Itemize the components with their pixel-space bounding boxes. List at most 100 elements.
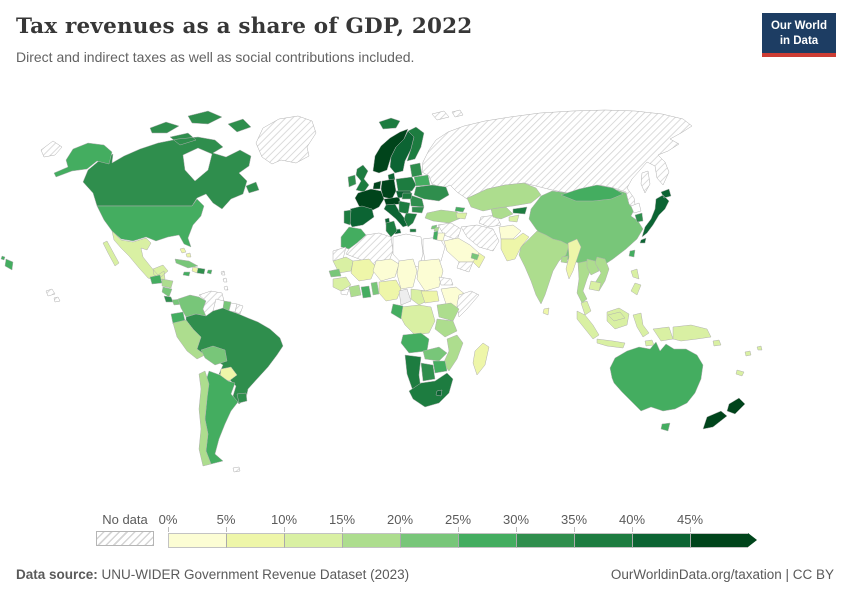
region-taiwan[interactable]: Taiwan: 25-30%	[628, 249, 636, 258]
region-canada[interactable]: Canada: 30-35%	[82, 110, 260, 210]
region-iceland[interactable]: Iceland: 35-40%	[378, 117, 401, 130]
legend-bin-3[interactable]: 10%	[271, 512, 342, 548]
region-spain[interactable]: Spain: 40-45%	[346, 205, 375, 228]
region-laos[interactable]: Laos: 15-20%	[586, 258, 600, 276]
region-peru[interactable]: Peru: 15-20%	[172, 319, 206, 360]
region-mozambique[interactable]: Mozambique: 15-20%	[442, 334, 464, 372]
region-mexico[interactable]: Mexico: 10-15%	[102, 230, 169, 282]
region-zimbabwe[interactable]: Zimbabwe: 25-30%	[432, 360, 448, 374]
region-armenia-azerbaijan[interactable]: Armenia / Azerbaijan: 10-15%	[455, 212, 468, 220]
region-honduras[interactable]: Honduras: 15-20%	[161, 278, 174, 289]
region-japan[interactable]: Japan: 40-45%	[639, 188, 672, 244]
region-madagascar[interactable]: Madagascar: 5-10%	[472, 342, 490, 376]
region-georgia[interactable]: Georgia: 25-30%	[454, 206, 466, 213]
region-poland[interactable]: Poland: 35-40%	[395, 176, 417, 192]
region-sakhalin[interactable]: Sakhalin: No data	[640, 170, 651, 194]
legend-bin-7[interactable]: 30%	[503, 512, 574, 548]
region-ghana[interactable]: Ghana: 25-30%	[360, 285, 372, 299]
region-dominican-republic[interactable]: Dominican Republic: 30-35%	[196, 267, 206, 275]
region-puerto-rico[interactable]: Puerto Rico: 25-30%	[206, 269, 213, 275]
region-turkey[interactable]: Turkey: 15-20%	[424, 209, 462, 224]
region-greenland[interactable]: Greenland: No data	[255, 115, 317, 165]
region-chad[interactable]: Chad: 0-5%	[396, 258, 418, 290]
legend-bin-2[interactable]: 5%	[217, 512, 284, 548]
region-sudan[interactable]: Sudan: 0-5%	[416, 258, 444, 292]
region-belarus[interactable]: Belarus: 25-30%	[413, 174, 431, 187]
region-yemen[interactable]: Yemen: No data	[456, 261, 474, 273]
region-libya[interactable]: Libya	[392, 233, 424, 268]
credit-link[interactable]: OurWorldinData.org/taxation | CC BY	[610, 567, 834, 582]
region-new-zealand[interactable]: New Zealand: 45%+	[702, 397, 746, 430]
region-uruguay[interactable]: Uruguay: 30-35%	[236, 392, 248, 404]
legend-bin-4[interactable]: 15%	[329, 512, 400, 548]
region-gabon-congo[interactable]: Gabon / Congo: 25-30%	[390, 303, 404, 320]
region-chile[interactable]: Chile: 15-20%	[198, 370, 212, 467]
region-philippines[interactable]: Philippines: 10-15%	[630, 268, 642, 296]
region-uae-qatar[interactable]: UAE / Qatar: 20-25%	[470, 252, 480, 261]
region-left-edge-islands[interactable]: Aleutian Islands: 25-30%	[0, 255, 14, 271]
region-south-sudan[interactable]: South Sudan: 5-10%	[420, 290, 440, 304]
region-australia[interactable]: Australia: 25-30%	[609, 341, 704, 432]
region-mongolia[interactable]: Mongolia: 25-30%	[560, 184, 624, 202]
region-niger[interactable]: Niger: 0-5%	[372, 258, 400, 282]
region-tajikistan[interactable]: Tajikistan: 10-15%	[508, 214, 520, 223]
region-ukraine[interactable]: Ukraine: 30-35%	[413, 184, 450, 202]
region-cambodia[interactable]: Cambodia: 10-15%	[588, 280, 602, 292]
region-jordan[interactable]: Jordan: 0-5%	[436, 232, 446, 242]
data-source-text[interactable]: UNU-WIDER Government Revenue Dataset (20…	[101, 567, 410, 582]
region-south-africa[interactable]: South Africa: 35-40%	[408, 372, 454, 408]
region-malaysia[interactable]: Malaysia: 10-15%	[580, 300, 626, 322]
region-argentina[interactable]: Argentina: 25-30%	[204, 370, 239, 465]
region-venezuela[interactable]: Venezuela: No data	[198, 290, 225, 317]
region-zambia[interactable]: Zambia: 20-25%	[422, 346, 448, 362]
region-south-korea[interactable]: South Korea: 30-35%	[634, 212, 644, 223]
region-hungary[interactable]: Hungary: 35-40%	[401, 192, 413, 200]
region-portugal[interactable]: Portugal: 35-40%	[343, 209, 352, 226]
region-kyrgyzstan[interactable]: Kyrgyzstan: 35-40%	[512, 206, 528, 215]
region-tunisia[interactable]: Tunisia: 35-40%	[385, 220, 398, 238]
region-tanzania[interactable]: Tanzania: 15-20%	[434, 318, 458, 338]
region-svalbard[interactable]: Svalbard: No data	[431, 109, 464, 121]
region-greece[interactable]: Greece: 35-40%	[403, 212, 418, 233]
region-ireland[interactable]: Ireland: 30-35%	[347, 174, 357, 188]
region-eritrea[interactable]: Eritrea: No data	[438, 276, 454, 286]
legend-bin-9[interactable]: 40%	[619, 512, 690, 548]
region-iran[interactable]: Iran: No data	[460, 224, 500, 252]
region-netherlands-belgium[interactable]: Netherlands / Belgium: 45%+	[372, 180, 382, 190]
region-bolivia[interactable]: Bolivia: 20-25%	[200, 345, 228, 366]
region-chukotka-west[interactable]: Russia (far east): No data	[40, 140, 63, 158]
region-nicaragua[interactable]: Nicaragua: 20-25%	[161, 286, 173, 298]
region-sri-lanka[interactable]: Sri Lanka: 5-10%	[542, 307, 550, 316]
region-mali[interactable]: Mali: 5-10%	[350, 258, 377, 282]
region-french-guiana[interactable]: French Guiana: No data	[234, 303, 244, 315]
region-north-korea[interactable]: North Korea	[630, 202, 642, 214]
region-kazakhstan[interactable]: Kazakhstan: 15-20%	[466, 182, 542, 212]
legend-bin-1[interactable]: 0%	[159, 512, 226, 548]
region-balkans[interactable]: Balkans: 35-40%	[398, 200, 411, 215]
region-cameroon[interactable]	[398, 288, 412, 306]
region-ivory-coast[interactable]: Côte d'Ivoire: 15-20%	[348, 284, 362, 298]
region-hawaii[interactable]: Hawaii: No data	[45, 288, 61, 303]
region-finland[interactable]: Finland: 35-40%	[406, 126, 425, 162]
region-bulgaria[interactable]: Bulgaria: 30-35%	[411, 206, 425, 214]
region-guinea[interactable]: Guinea: 10-15%	[332, 276, 352, 292]
owid-logo[interactable]: Our World in Data	[762, 13, 836, 58]
region-cuba[interactable]: Cuba: 20-25%	[174, 258, 199, 269]
region-angola[interactable]: Angola: 25-30%	[400, 332, 430, 354]
region-lesotho[interactable]: Lesotho: 40-45%	[435, 389, 443, 397]
region-falkland-islands[interactable]: Falkland Islands: No data	[232, 466, 241, 473]
region-drc[interactable]: Democratic Republic of Congo: 10-15%	[398, 304, 436, 336]
region-usa[interactable]: United States: 25-30%	[53, 142, 205, 248]
region-nigeria[interactable]: Nigeria: 5-10%	[378, 279, 402, 302]
legend-bin-10[interactable]: 45%	[677, 512, 748, 548]
region-togo-benin[interactable]: Togo / Benin: 20-25%	[370, 281, 380, 296]
region-myanmar[interactable]: Myanmar: 5-10%	[565, 238, 582, 280]
region-liberia[interactable]: Liberia	[340, 288, 350, 296]
region-bangladesh[interactable]: Bangladesh: 15-20%	[560, 255, 569, 264]
legend-bin-8[interactable]: 35%	[561, 512, 632, 548]
region-jamaica[interactable]: Jamaica: 25-30%	[182, 271, 191, 277]
region-pacific-islands[interactable]: Pacific Islands: 10-15%	[735, 345, 763, 377]
region-norway[interactable]: Norway: 45%+	[372, 128, 409, 174]
region-india[interactable]: India: 15-20%	[518, 230, 570, 305]
legend-no-data-swatch[interactable]	[96, 531, 154, 546]
